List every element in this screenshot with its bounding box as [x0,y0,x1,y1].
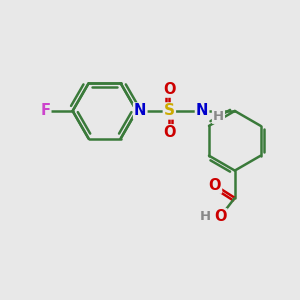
Text: O: O [163,82,176,97]
Text: O: O [163,125,176,140]
Text: S: S [164,103,175,118]
Text: H: H [200,210,211,223]
Text: H: H [213,110,224,123]
Text: O: O [214,209,226,224]
Text: F: F [40,103,50,118]
Text: N: N [134,103,146,118]
Text: O: O [208,178,221,193]
Text: N: N [196,103,208,118]
